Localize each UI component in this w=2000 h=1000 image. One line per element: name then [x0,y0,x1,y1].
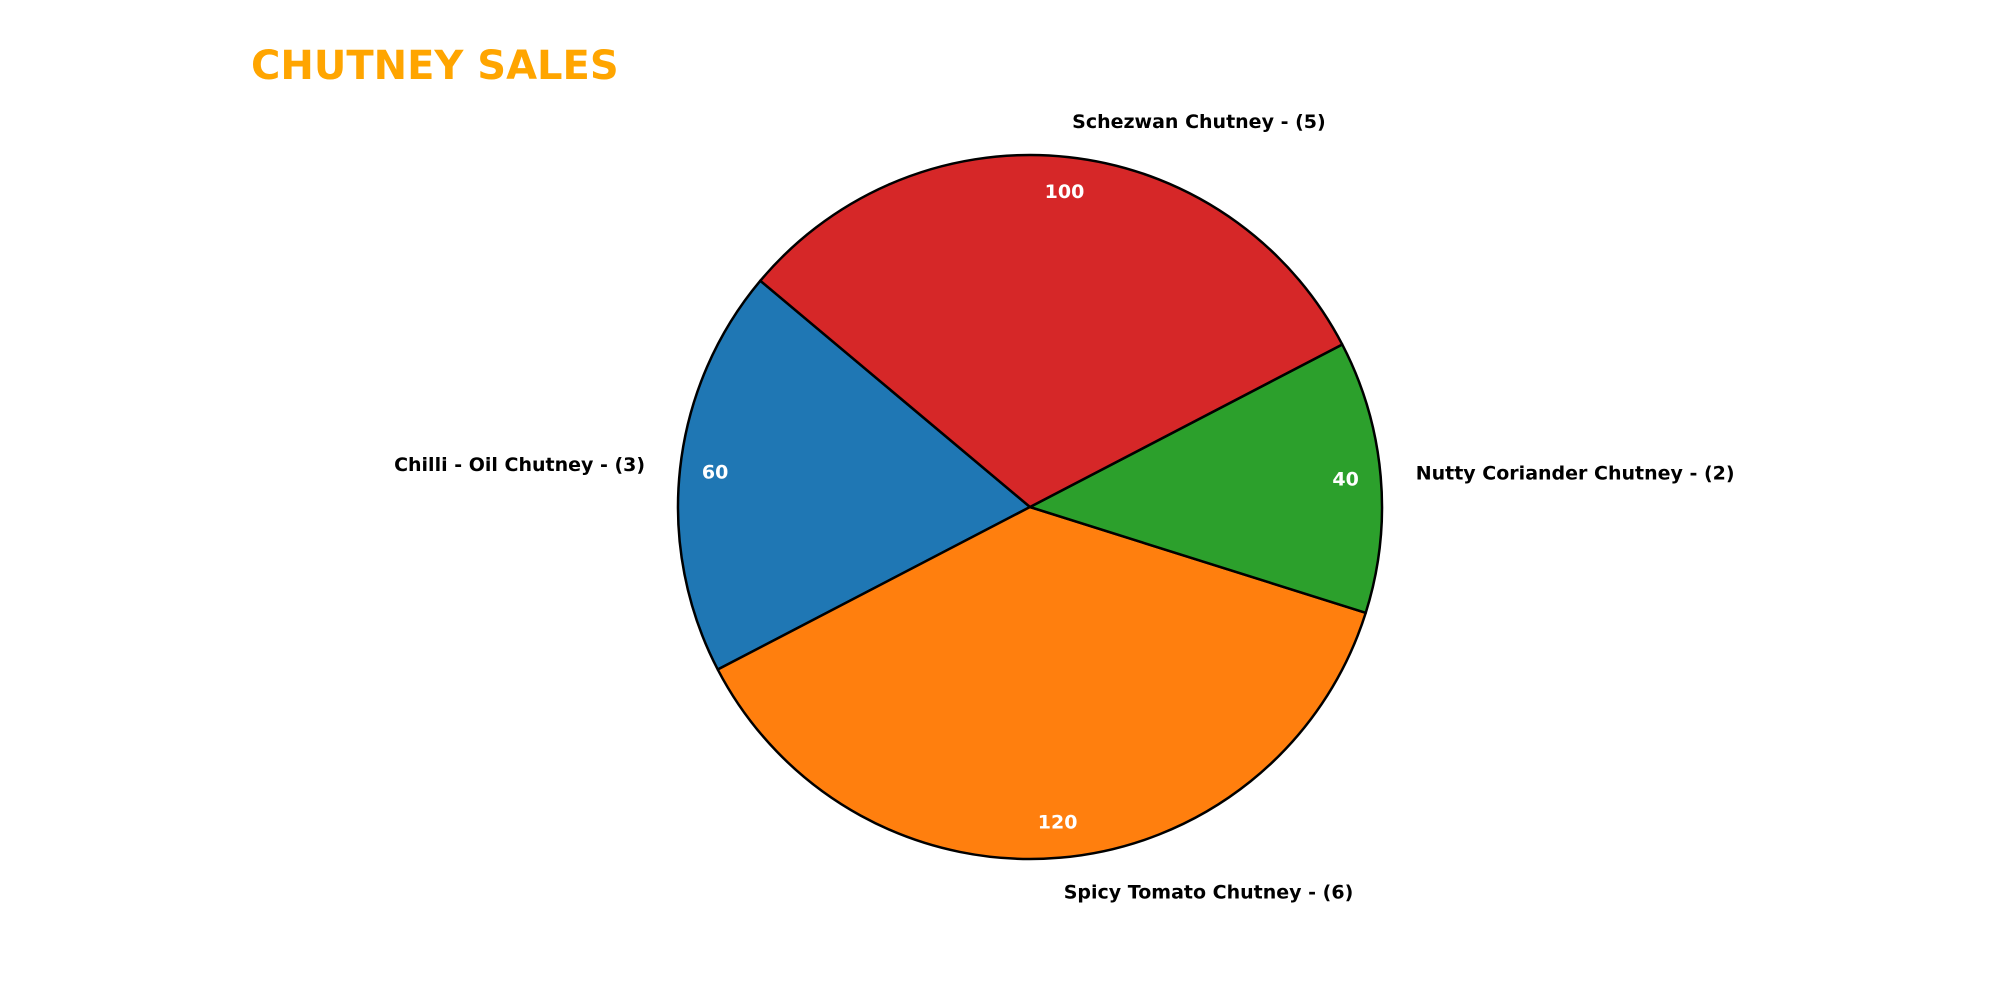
value-label-nutty-coriander-chutney-2: 40 [1332,468,1358,490]
value-label-chilli-oil-chutney-3: 60 [702,462,728,484]
value-label-schezwan-chutney-5: 100 [1045,181,1085,203]
slice-label-schezwan-chutney-5: Schezwan Chutney - (5) [1072,111,1326,133]
pie-slice-chilli-oil-chutney-3 [676,279,1032,671]
pie-slice-nutty-coriander-chutney-2 [1028,343,1384,615]
slice-labels: Chilli - Oil Chutney - (3) Spicy Tomato C… [394,111,1735,904]
pie-slice-schezwan-chutney-5 [759,153,1344,509]
pie-slices [676,153,1384,861]
slice-label-chilli-oil-chutney-3: Chilli - Oil Chutney - (3) [394,454,645,476]
pie-slice-spicy-tomato-chutney-6 [716,505,1367,861]
slice-label-nutty-coriander-chutney-2: Nutty Coriander Chutney - (2) [1416,462,1735,484]
slice-label-spicy-tomato-chutney-6: Spicy Tomato Chutney - (6) [1064,882,1354,904]
value-label-spicy-tomato-chutney-6: 120 [1038,812,1078,834]
value-labels: 60 120 40 100 [702,181,1359,834]
chart-title: CHUTNEY SALES [251,43,619,89]
